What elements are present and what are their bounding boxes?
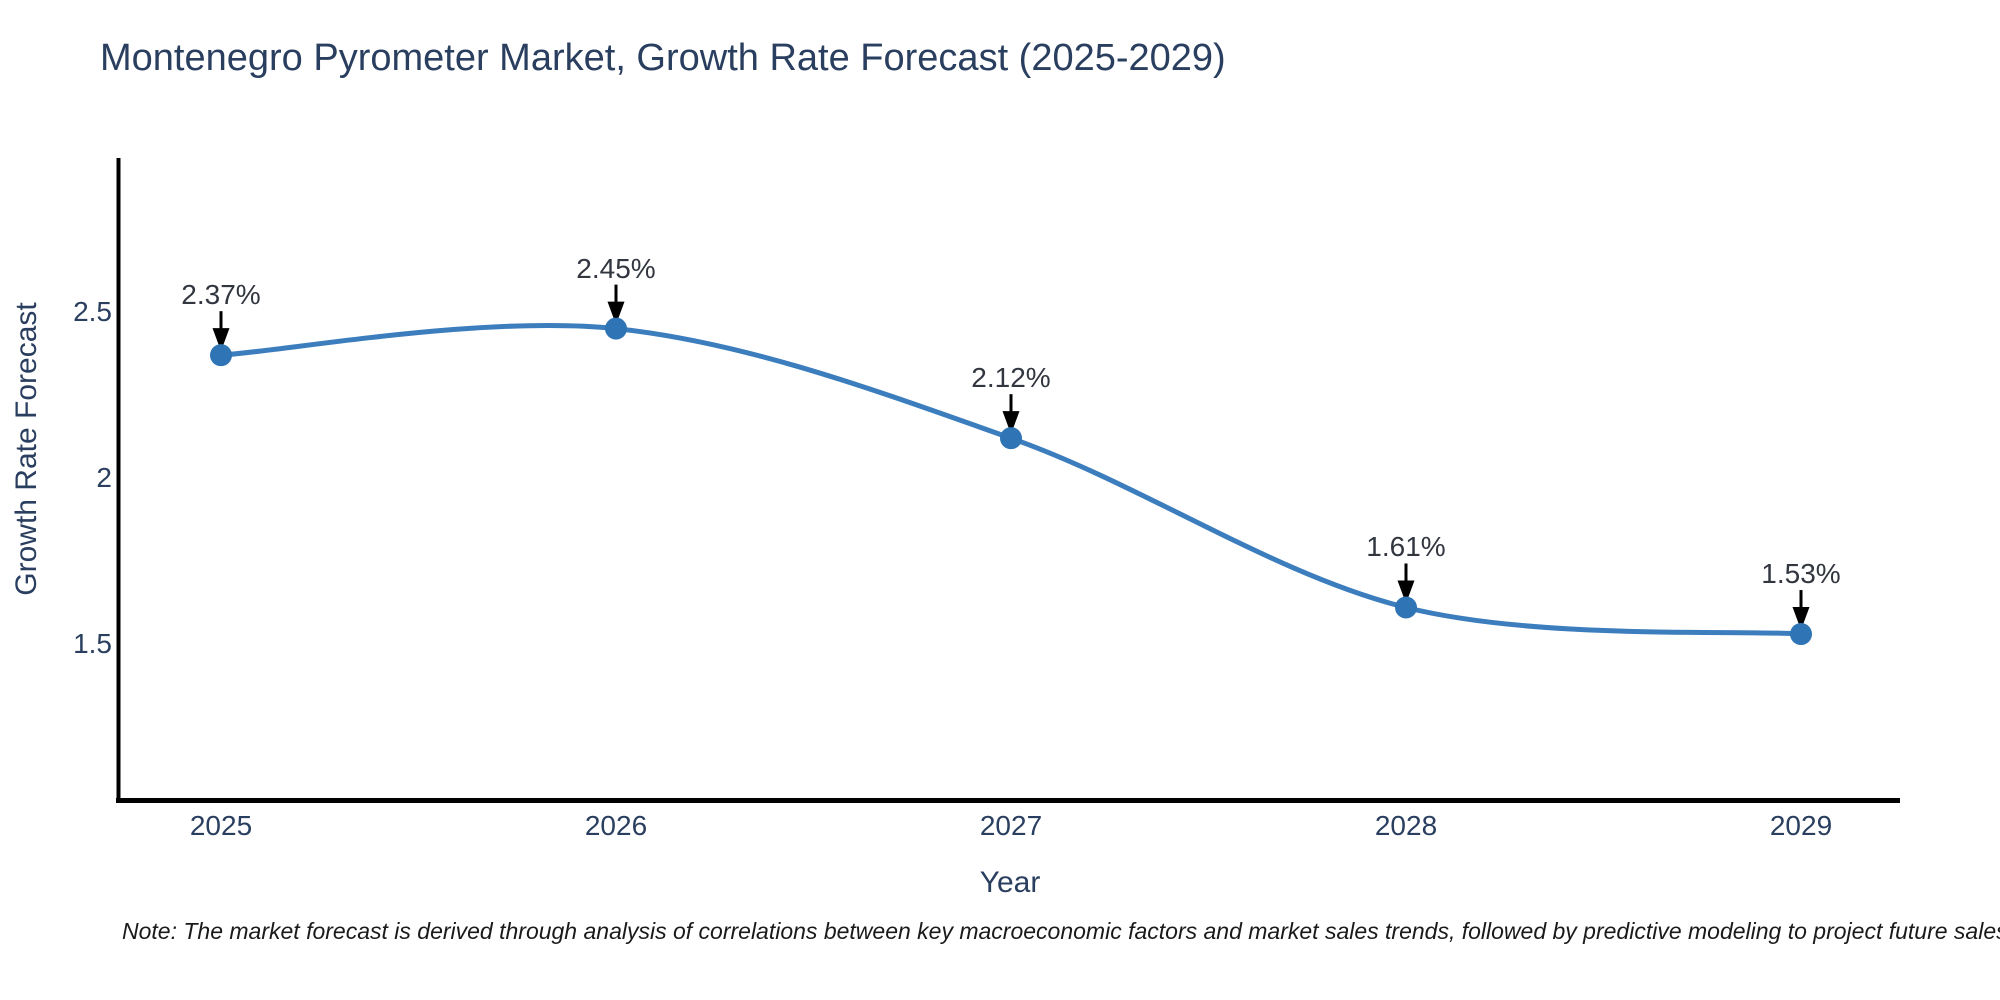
annotation-arrowhead <box>607 301 625 325</box>
point-value-label: 1.53% <box>1761 558 1841 590</box>
footnote: Note: The market forecast is derived thr… <box>122 918 2000 944</box>
data-point-marker <box>1395 596 1417 619</box>
annotation-arrowhead <box>1792 607 1810 631</box>
chart-title: Montenegro Pyrometer Market, Growth Rate… <box>100 37 1226 79</box>
x-tick-label: 2025 <box>189 810 253 841</box>
point-value-label: 2.12% <box>971 362 1051 394</box>
data-point-marker <box>1000 427 1022 450</box>
annotation-arrowhead <box>1397 580 1415 604</box>
x-tick-label: 2029 <box>1769 810 1833 841</box>
y-axis-title: Growth Rate Forecast <box>10 302 43 596</box>
x-tick-label: 2026 <box>584 810 648 841</box>
data-point-marker <box>1790 623 1812 646</box>
data-point-marker <box>605 317 627 340</box>
annotation-arrowhead <box>212 328 230 352</box>
x-axis-title: Year <box>979 866 1041 899</box>
point-value-label: 1.61% <box>1366 531 1446 563</box>
x-tick-label: 2028 <box>1374 810 1438 841</box>
data-point-marker <box>210 344 232 367</box>
y-tick-label: 1.5 <box>73 628 112 659</box>
y-tick-label: 2.5 <box>73 296 112 327</box>
x-tick-label: 2027 <box>979 810 1043 841</box>
point-value-label: 2.37% <box>181 279 261 311</box>
y-tick-label: 2 <box>96 462 112 493</box>
annotation-arrowhead <box>1002 411 1020 435</box>
point-value-label: 2.45% <box>576 252 656 284</box>
